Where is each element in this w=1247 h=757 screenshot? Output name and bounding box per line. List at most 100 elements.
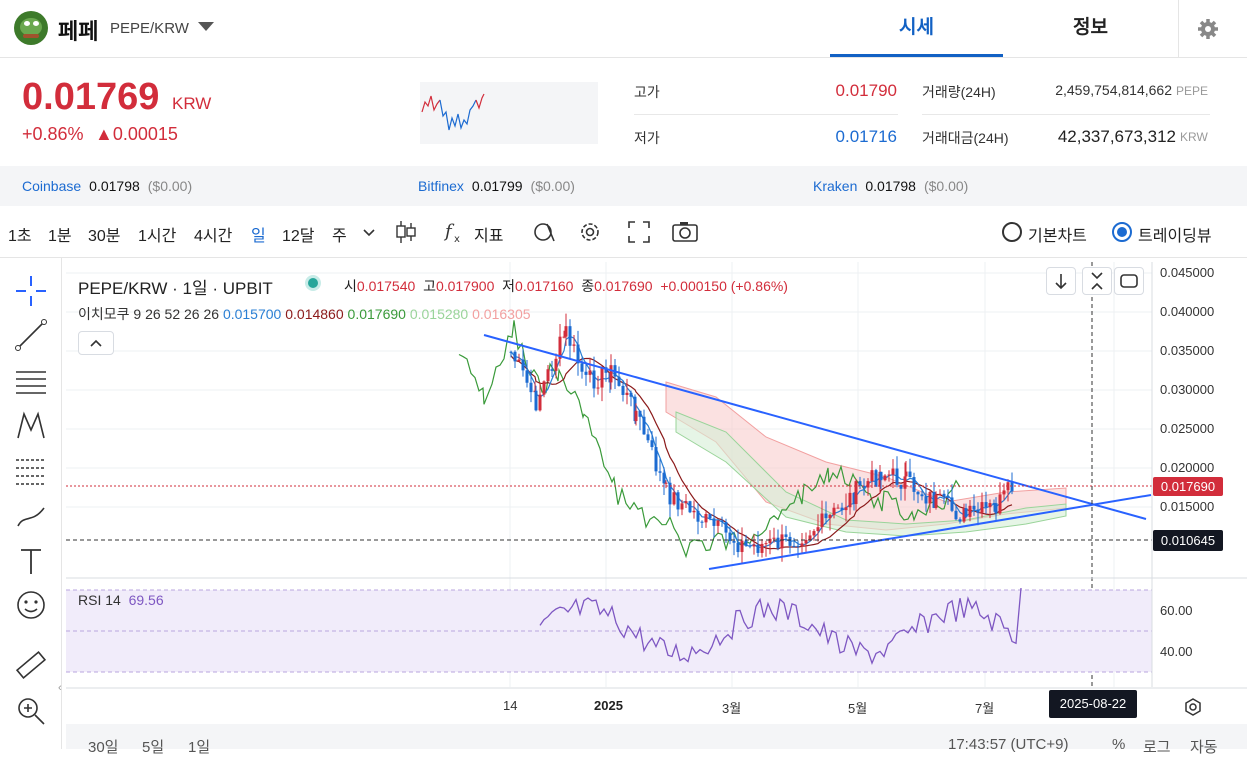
exchange-kraken: Kraken 0.01798 ($0.00) bbox=[813, 178, 969, 194]
ichimoku-legend: 이치모쿠 9 26 52 26 26 0.015700 0.014860 0.0… bbox=[78, 306, 531, 322]
candle bbox=[658, 471, 662, 473]
candle bbox=[760, 543, 764, 553]
candle bbox=[534, 390, 538, 411]
auto-toggle[interactable]: 자동 bbox=[1190, 739, 1218, 756]
chevron-down-icon[interactable] bbox=[198, 22, 214, 31]
interval-1m[interactable]: 1분 bbox=[48, 228, 72, 245]
indicator-fx-icon[interactable]: f x bbox=[443, 220, 467, 244]
coin-name[interactable]: 페페 bbox=[58, 19, 99, 44]
maximize-pane-button[interactable] bbox=[1114, 267, 1144, 295]
zoom-in-icon[interactable] bbox=[14, 694, 48, 728]
radio-tradingview[interactable] bbox=[1112, 222, 1132, 242]
interval-1d[interactable]: 일 bbox=[251, 228, 266, 245]
collapse-legend-button[interactable] bbox=[78, 331, 114, 355]
basic-chart-label[interactable]: 기본차트 bbox=[1028, 228, 1087, 245]
candle bbox=[904, 471, 908, 477]
crosshair-price-tag: 0.010645 bbox=[1153, 530, 1223, 551]
trend-line-icon[interactable] bbox=[14, 318, 48, 352]
candle bbox=[576, 344, 580, 364]
volume-label: 거래량(24H) bbox=[922, 84, 996, 100]
emoji-icon[interactable] bbox=[14, 588, 48, 622]
header: 페페 PEPE/KRW 시세 정보 bbox=[0, 0, 1247, 58]
settings-gear-icon[interactable] bbox=[578, 220, 602, 244]
candle bbox=[816, 527, 820, 532]
candlestick-type-icon[interactable] bbox=[394, 219, 418, 245]
price-axis-label: 0.025000 bbox=[1160, 421, 1214, 436]
last-price-tag: 0.017690 bbox=[1153, 477, 1223, 496]
interval-1w[interactable]: 주 bbox=[332, 228, 347, 245]
price-sparkline bbox=[420, 82, 598, 144]
candle bbox=[938, 493, 942, 495]
interval-12m[interactable]: 12달 bbox=[282, 228, 315, 245]
candle bbox=[638, 410, 642, 417]
exchange-bitfinex: Bitfinex 0.01799 ($0.00) bbox=[418, 178, 575, 194]
range-5d[interactable]: 5일 bbox=[142, 739, 165, 756]
candle bbox=[521, 359, 525, 371]
interval-1s[interactable]: 1초 bbox=[8, 228, 32, 245]
time-tick: 7월 bbox=[975, 701, 995, 716]
settings-button[interactable] bbox=[1178, 0, 1247, 58]
maximize-icon bbox=[1120, 274, 1138, 288]
turnover-label: 거래대금(24H) bbox=[922, 130, 1009, 146]
indicators-button[interactable]: 지표 bbox=[474, 228, 504, 245]
pattern-icon[interactable] bbox=[14, 408, 48, 442]
tab-info[interactable]: 정보 bbox=[1073, 17, 1108, 38]
candle bbox=[664, 482, 668, 484]
candle bbox=[633, 396, 637, 422]
chart-settings-icon[interactable] bbox=[1182, 696, 1204, 718]
horizontal-lines-icon[interactable] bbox=[14, 364, 48, 398]
candle bbox=[928, 492, 932, 504]
coin-pair[interactable]: PEPE/KRW bbox=[110, 20, 189, 37]
interval-30m[interactable]: 30분 bbox=[88, 228, 121, 245]
log-toggle[interactable]: 로그 bbox=[1143, 739, 1171, 756]
interval-4h[interactable]: 4시간 bbox=[194, 228, 233, 245]
candle bbox=[550, 369, 554, 371]
candle bbox=[844, 507, 848, 511]
candle bbox=[796, 545, 800, 547]
percent-toggle[interactable]: % bbox=[1112, 736, 1126, 753]
range-30d[interactable]: 30일 bbox=[88, 739, 119, 756]
ruler-icon[interactable] bbox=[14, 648, 48, 682]
collapse-pane-button[interactable] bbox=[1082, 267, 1112, 295]
candle bbox=[546, 369, 550, 382]
candle bbox=[572, 344, 576, 346]
radio-basic-chart[interactable] bbox=[1002, 222, 1022, 242]
text-tool-icon[interactable] bbox=[14, 544, 48, 578]
tradingview-label[interactable]: 트레이딩뷰 bbox=[1138, 228, 1212, 245]
candle bbox=[920, 494, 924, 497]
candle bbox=[740, 540, 744, 553]
candle bbox=[992, 503, 996, 505]
fib-icon[interactable] bbox=[14, 454, 48, 488]
high-label: 고가 bbox=[634, 84, 660, 100]
exchange-coinbase: Coinbase 0.01798 ($0.00) bbox=[22, 178, 193, 194]
candle bbox=[1010, 482, 1014, 492]
candle bbox=[692, 510, 696, 513]
candle bbox=[752, 544, 756, 547]
candle bbox=[903, 476, 907, 489]
chevron-left-icon[interactable]: ‹ bbox=[58, 682, 62, 694]
price-chart[interactable]: 0.045000 0.040000 0.035000 0.030000 0.025000… bbox=[58, 262, 1247, 749]
trend-line-upper[interactable] bbox=[483, 334, 1147, 520]
camera-icon[interactable] bbox=[671, 220, 699, 244]
fullscreen-icon[interactable] bbox=[627, 220, 651, 244]
candle bbox=[964, 508, 968, 517]
candle bbox=[768, 538, 772, 544]
candle bbox=[592, 370, 596, 389]
scroll-down-button[interactable] bbox=[1046, 267, 1076, 295]
crosshair-icon[interactable] bbox=[14, 274, 48, 308]
alert-icon[interactable] bbox=[532, 219, 558, 245]
symbol-legend[interactable]: PEPE/KRW · 1일 · UPBIT bbox=[78, 279, 273, 298]
interval-1h[interactable]: 1시간 bbox=[138, 228, 177, 245]
rsi-legend: RSI 14 69.56 bbox=[78, 592, 164, 608]
range-1d[interactable]: 1일 bbox=[188, 739, 211, 756]
candle bbox=[820, 513, 824, 528]
trend-line-lower[interactable] bbox=[708, 494, 1152, 570]
chevron-down-icon[interactable] bbox=[362, 228, 376, 238]
candle bbox=[908, 471, 912, 478]
candle bbox=[848, 492, 852, 508]
candle bbox=[542, 381, 546, 395]
candle bbox=[792, 545, 796, 547]
tab-market[interactable]: 시세 bbox=[830, 0, 1003, 57]
brush-icon[interactable] bbox=[14, 500, 48, 534]
clock[interactable]: 17:43:57 (UTC+9) bbox=[948, 736, 1069, 753]
